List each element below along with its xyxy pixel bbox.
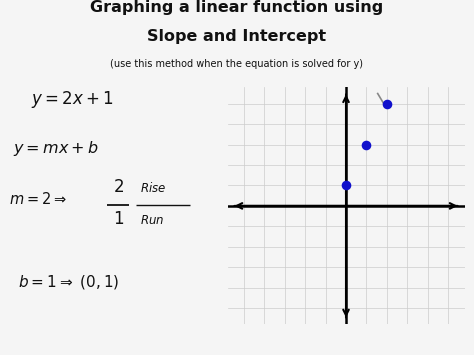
Text: Graphing a linear function using: Graphing a linear function using bbox=[91, 0, 383, 15]
Text: $y = mx + b$: $y = mx + b$ bbox=[13, 139, 99, 158]
Point bbox=[363, 142, 370, 147]
Text: $Run$: $Run$ bbox=[140, 214, 164, 226]
Text: Slope and Intercept: Slope and Intercept bbox=[147, 29, 327, 44]
Text: $2$: $2$ bbox=[113, 179, 124, 196]
Text: $b = 1 \Rightarrow \ (0,1)$: $b = 1 \Rightarrow \ (0,1)$ bbox=[18, 273, 119, 291]
Text: $y = 2x + 1$: $y = 2x + 1$ bbox=[31, 89, 113, 110]
Point bbox=[342, 182, 350, 188]
Text: $1$: $1$ bbox=[112, 210, 124, 228]
Text: $Rise$: $Rise$ bbox=[140, 181, 166, 195]
Text: (use this method when the equation is solved for y): (use this method when the equation is so… bbox=[110, 59, 364, 69]
Point bbox=[383, 101, 391, 106]
Text: $m = 2 \Rightarrow$: $m = 2 \Rightarrow$ bbox=[9, 191, 67, 207]
